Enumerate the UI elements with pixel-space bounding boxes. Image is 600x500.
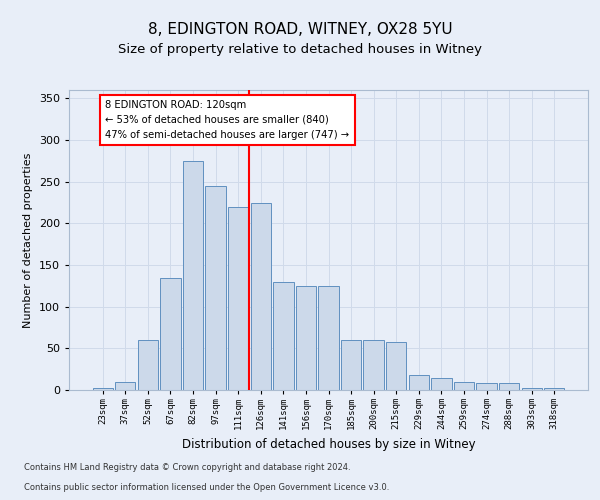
Bar	[92, 388, 113, 390]
Bar	[296, 286, 316, 390]
Bar	[115, 382, 136, 390]
Bar	[409, 375, 429, 390]
Bar	[544, 388, 565, 390]
Bar	[454, 382, 474, 390]
Bar	[228, 206, 248, 390]
Bar	[183, 161, 203, 390]
Bar	[499, 384, 519, 390]
X-axis label: Distribution of detached houses by size in Witney: Distribution of detached houses by size …	[182, 438, 475, 450]
Text: Size of property relative to detached houses in Witney: Size of property relative to detached ho…	[118, 42, 482, 56]
Bar	[431, 378, 452, 390]
Text: Contains public sector information licensed under the Open Government Licence v3: Contains public sector information licen…	[24, 484, 389, 492]
Bar	[341, 340, 361, 390]
Bar	[273, 282, 293, 390]
Bar	[521, 388, 542, 390]
Bar	[160, 278, 181, 390]
Y-axis label: Number of detached properties: Number of detached properties	[23, 152, 33, 328]
Text: Contains HM Land Registry data © Crown copyright and database right 2024.: Contains HM Land Registry data © Crown c…	[24, 464, 350, 472]
Bar	[251, 202, 271, 390]
Text: 8 EDINGTON ROAD: 120sqm
← 53% of detached houses are smaller (840)
47% of semi-d: 8 EDINGTON ROAD: 120sqm ← 53% of detache…	[106, 100, 350, 140]
Bar	[138, 340, 158, 390]
Text: 8, EDINGTON ROAD, WITNEY, OX28 5YU: 8, EDINGTON ROAD, WITNEY, OX28 5YU	[148, 22, 452, 38]
Bar	[319, 286, 338, 390]
Bar	[205, 186, 226, 390]
Bar	[386, 342, 406, 390]
Bar	[476, 384, 497, 390]
Bar	[364, 340, 384, 390]
